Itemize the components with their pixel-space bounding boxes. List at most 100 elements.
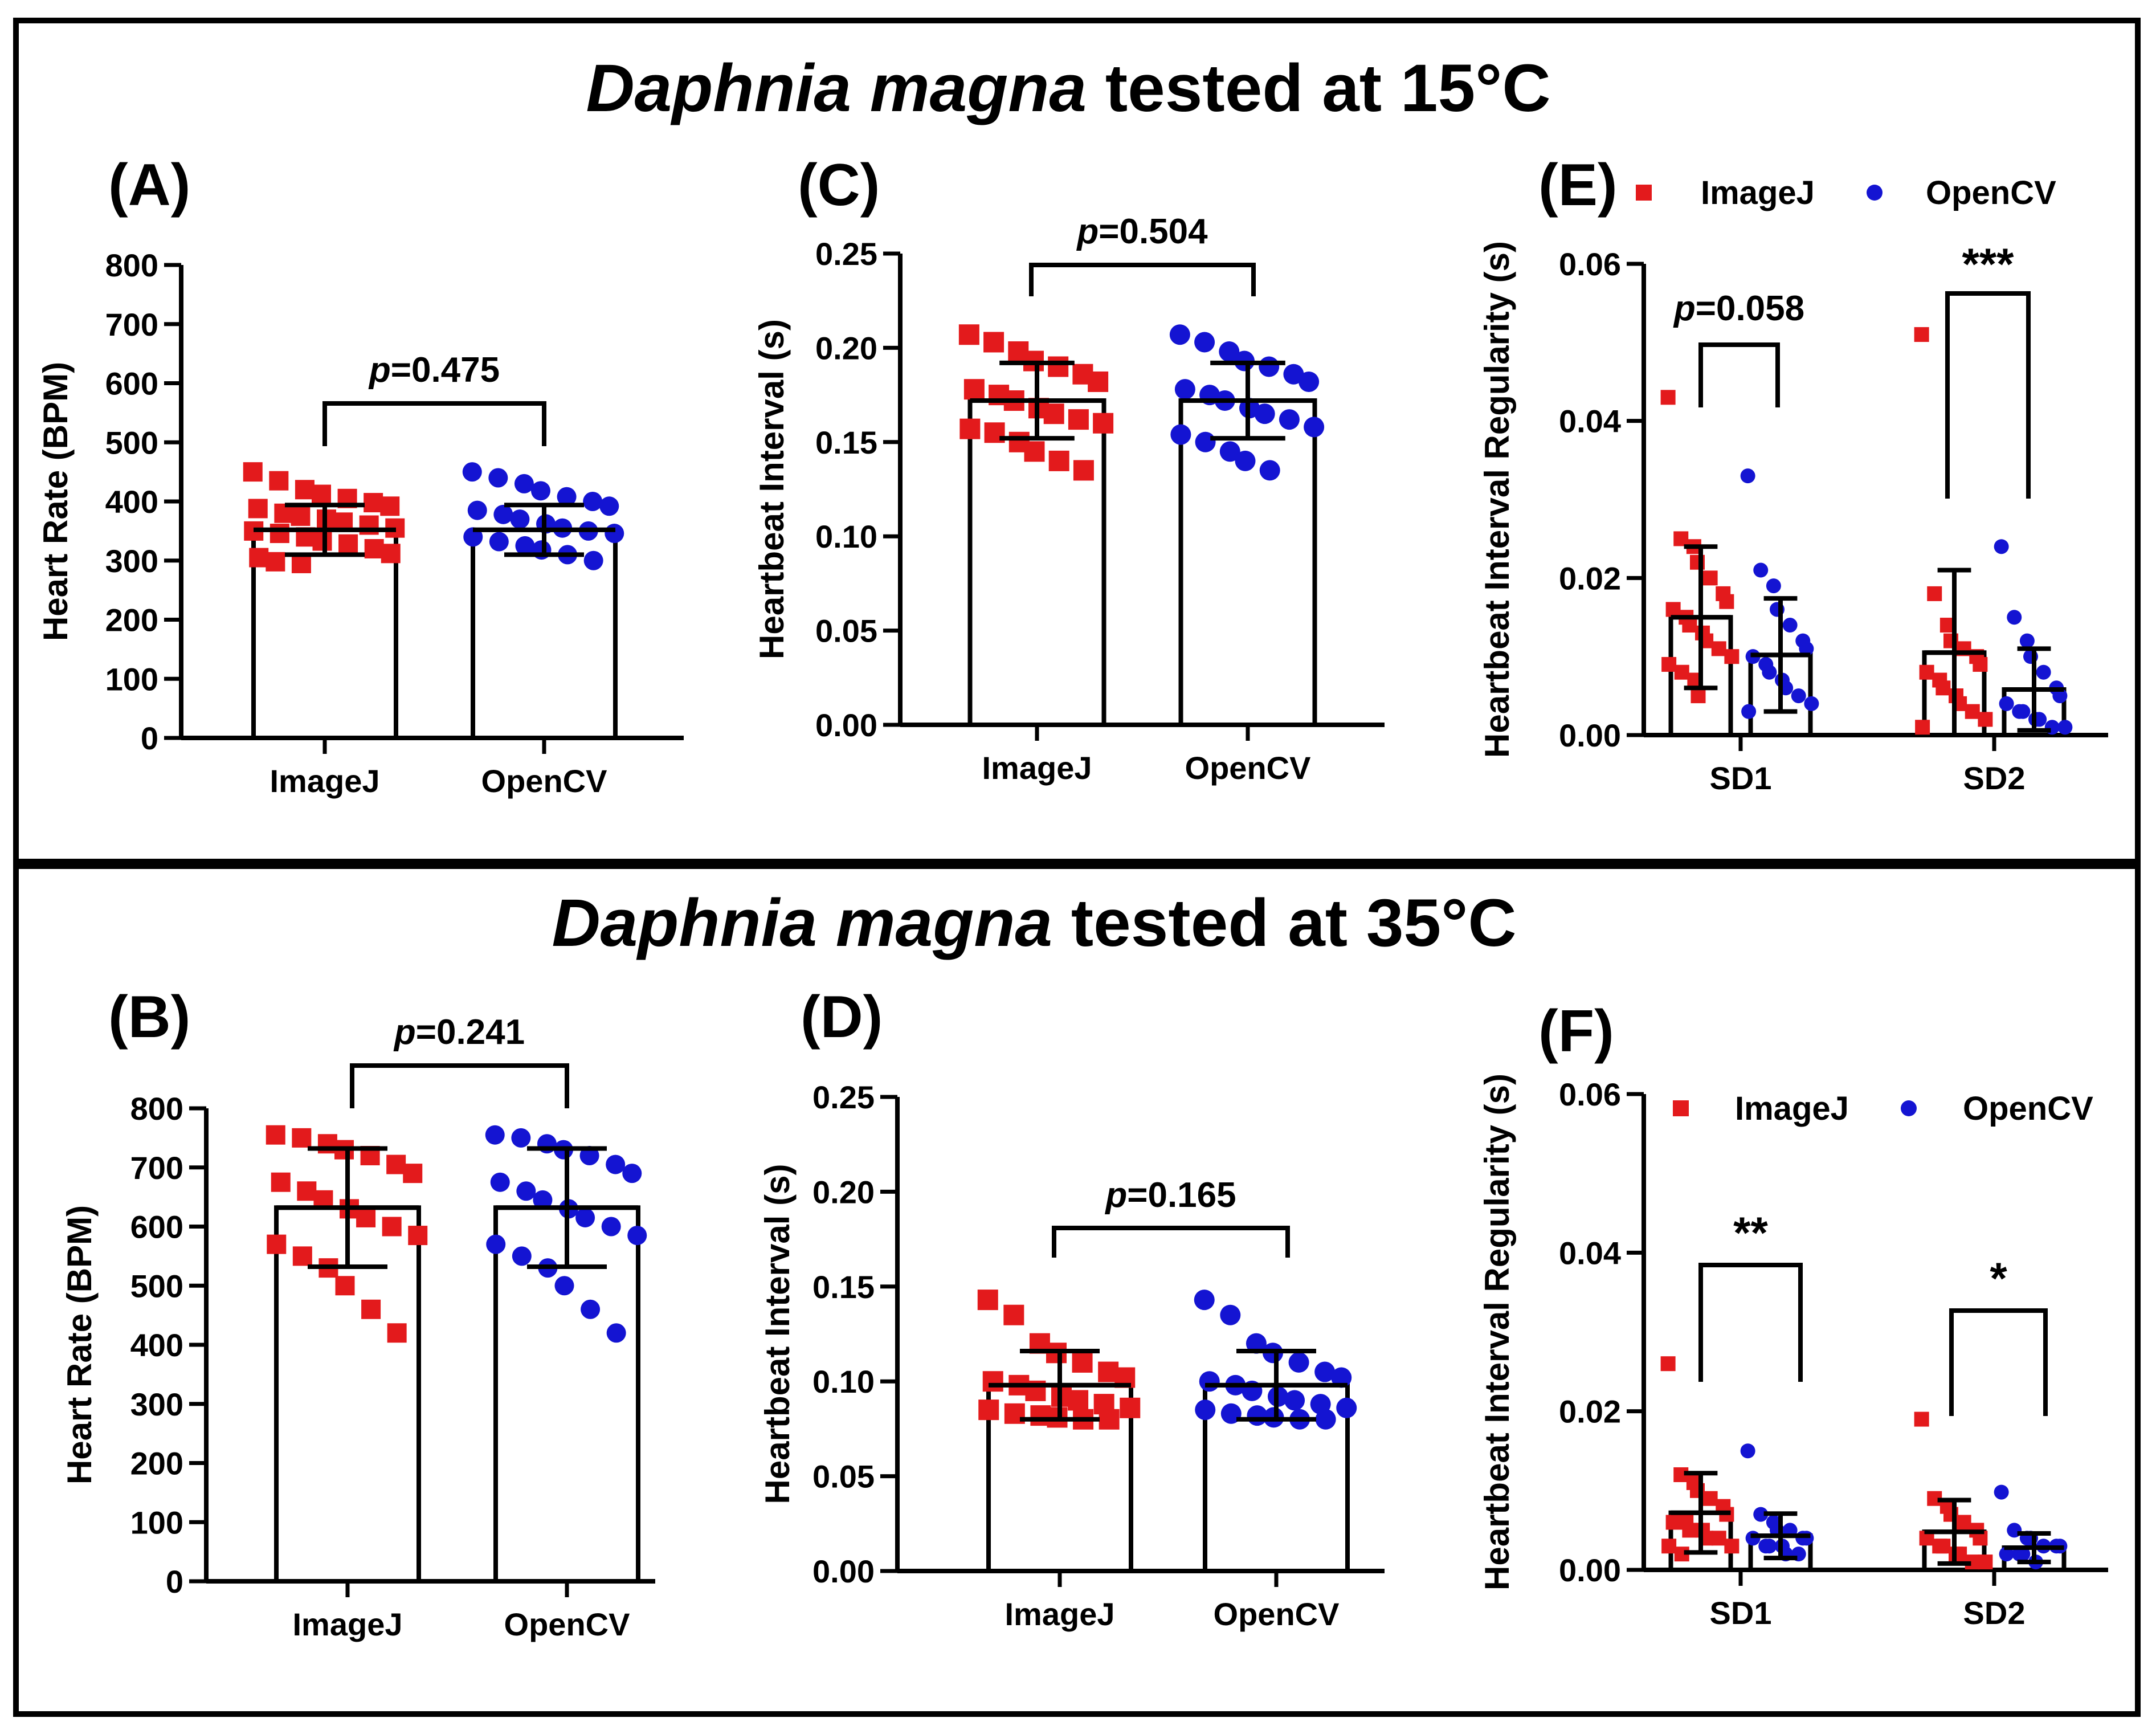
data-point-imagej (1660, 1356, 1676, 1372)
data-point-opencv (581, 1299, 601, 1319)
y-tick-label: 100 (130, 1504, 183, 1540)
data-point-imagej (1936, 680, 1951, 696)
data-point-imagej (312, 484, 331, 504)
data-point-imagej (1936, 1539, 1951, 1554)
data-point-imagej (267, 1234, 287, 1254)
data-point-imagej (403, 1164, 423, 1184)
bar-imagej-imagej (274, 1205, 421, 1584)
y-tick-label: 0.10 (815, 519, 877, 554)
data-point-opencv (554, 1276, 574, 1296)
data-point-imagej (312, 531, 332, 551)
data-point-opencv (1994, 539, 2009, 554)
data-point-imagej (1702, 1491, 1718, 1506)
data-point-imagej (1682, 1523, 1697, 1538)
data-point-opencv (583, 492, 603, 511)
data-point-imagej (1043, 403, 1064, 425)
y-tick-label: 0.25 (812, 1079, 875, 1115)
data-point-imagej (361, 1299, 381, 1319)
data-point-opencv (1194, 332, 1215, 353)
data-point-imagej (266, 552, 285, 572)
y-tick-label: 0.10 (812, 1364, 875, 1399)
data-point-opencv (1235, 450, 1256, 471)
y-axis-label: Heart Rate (BPM) (60, 1205, 99, 1484)
data-point-opencv (1174, 379, 1195, 400)
significance-label: p=0.241 (393, 1013, 525, 1052)
data-point-opencv (1994, 1484, 2009, 1500)
data-point-imagej (364, 539, 384, 558)
data-point-imagej (959, 418, 981, 439)
data-point-opencv (1219, 341, 1240, 362)
data-point-opencv (1195, 431, 1216, 452)
chart-panel-f: 0.00 0.02 0.04 0.06 Heartbeat Interval Regul… (1478, 1074, 2108, 1631)
p-italic: p (393, 1013, 416, 1052)
p-italic: p (1104, 1176, 1127, 1215)
data-point-opencv (489, 532, 509, 552)
data-point-opencv (1220, 1304, 1241, 1325)
data-point-imagej (958, 324, 979, 345)
data-point-opencv (2015, 704, 2031, 719)
y-axis-label: Heartbeat Interval (s) (753, 319, 791, 659)
data-point-imagej (1973, 656, 1988, 672)
significance-bracket (1029, 263, 1256, 296)
data-point-imagej (963, 379, 985, 400)
data-point-imagej (1048, 450, 1069, 471)
chart-panel-c: 0.00 0.05 0.10 0.15 0.20 0.25 Heartbeat Interv… (753, 212, 1385, 786)
data-point-imagej (1093, 413, 1114, 434)
data-point-imagej (269, 471, 289, 491)
data-point-imagej (1702, 570, 1718, 586)
data-point-imagej (978, 1399, 999, 1421)
data-point-imagej (1665, 1515, 1681, 1530)
data-point-opencv (493, 504, 513, 524)
data-point-imagej (249, 548, 269, 568)
data-point-imagej (243, 462, 263, 482)
x-tick-label: OpenCV (481, 763, 607, 799)
data-point-opencv (1195, 1399, 1216, 1421)
p-italic: p (368, 350, 391, 390)
y-tick-label: 600 (105, 366, 158, 402)
data-point-opencv (1799, 641, 1814, 656)
data-point-imagej (1724, 1539, 1740, 1554)
y-tick-label: 300 (105, 543, 158, 579)
y-tick-label: 0 (166, 1564, 183, 1600)
data-point-opencv (467, 500, 487, 520)
y-tick-label: 300 (130, 1386, 183, 1422)
data-point-imagej (291, 553, 311, 573)
data-point-imagej (1914, 1411, 1929, 1427)
data-point-imagej (1099, 1409, 1120, 1430)
data-point-imagej (338, 534, 358, 554)
legend-label-imagej: ImageJ (1701, 174, 1815, 211)
data-point-opencv (1199, 1371, 1220, 1392)
significance-label: p=0.165 (1104, 1176, 1236, 1215)
data-point-opencv (488, 468, 508, 488)
data-point-opencv (1791, 688, 1806, 704)
y-tick-label: 800 (105, 247, 158, 283)
y-tick-label: 500 (105, 425, 158, 460)
y-tick-label: 0.00 (815, 707, 877, 743)
significance-bracket (1945, 291, 2031, 499)
data-point-imagej (1956, 1515, 1971, 1530)
y-tick-label: 400 (105, 484, 158, 520)
y-tick-label: 0.06 (1559, 246, 1621, 282)
data-point-imagej (1915, 720, 1930, 735)
data-point-opencv (1741, 704, 1757, 719)
data-point-imagej (270, 524, 289, 544)
data-point-opencv (1304, 417, 1325, 438)
data-point-opencv (1766, 578, 1781, 594)
y-tick-label: 0.15 (812, 1269, 875, 1305)
data-point-opencv (1315, 1409, 1336, 1430)
data-point-opencv (1799, 1531, 1814, 1546)
data-point-imagej (1661, 656, 1677, 672)
data-point-opencv (627, 1226, 647, 1246)
panel-label-a: (A) (108, 152, 190, 218)
data-point-imagej (1682, 618, 1697, 633)
data-point-imagej (983, 332, 1004, 353)
y-tick-label: 0.00 (812, 1553, 875, 1589)
p-value-text: =0.165 (1127, 1176, 1236, 1215)
data-point-opencv (575, 1207, 595, 1227)
panel-label-e: (E) (1538, 152, 1618, 218)
legend-marker-imagej (1636, 185, 1652, 201)
data-point-opencv (1259, 356, 1280, 377)
p-value-text: =0.058 (1696, 289, 1804, 328)
data-point-opencv (606, 1323, 626, 1343)
